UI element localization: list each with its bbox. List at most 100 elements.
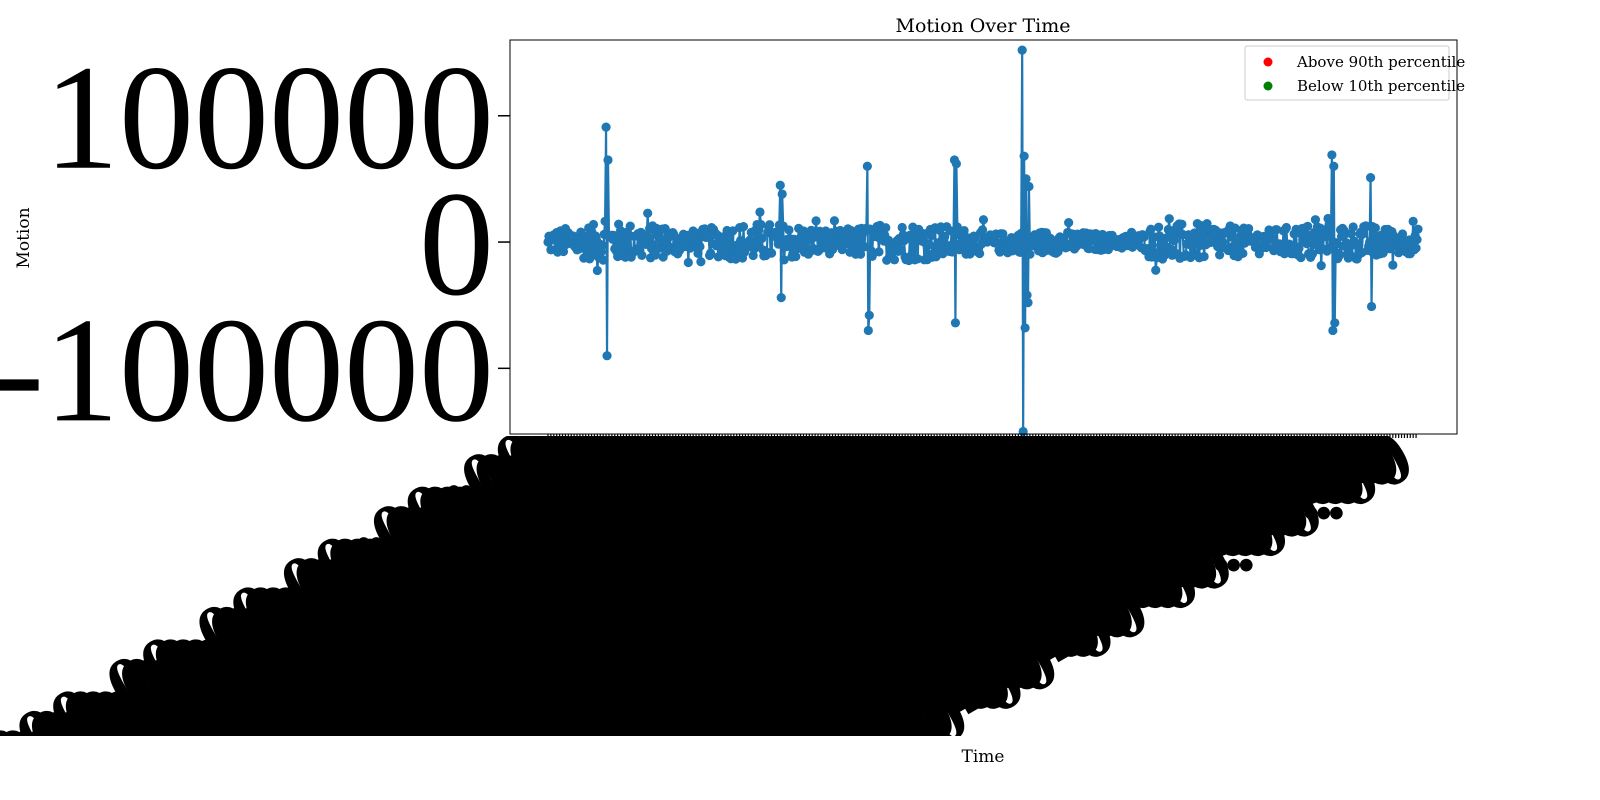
data-point xyxy=(1316,261,1326,271)
data-point xyxy=(1139,232,1149,242)
data-point xyxy=(1015,247,1025,258)
data-point xyxy=(1324,219,1334,230)
data-point xyxy=(745,235,755,245)
data-point xyxy=(1348,222,1358,232)
data-point xyxy=(643,208,653,218)
data-point xyxy=(1016,228,1026,238)
data-point xyxy=(1032,235,1042,245)
data-point xyxy=(959,225,969,236)
data-point xyxy=(940,231,950,242)
legend-label-below: Below 10th percentile xyxy=(1297,77,1465,95)
data-point xyxy=(592,265,602,276)
data-point xyxy=(1064,218,1074,228)
data-point xyxy=(1330,318,1340,328)
data-point xyxy=(913,254,923,264)
data-point xyxy=(695,241,705,252)
data-point xyxy=(1281,222,1291,233)
data-point xyxy=(926,231,936,241)
data-point xyxy=(784,225,794,235)
data-point xyxy=(757,233,767,244)
data-point xyxy=(1155,231,1165,241)
data-point xyxy=(1378,248,1388,258)
legend-label-above: Above 90th percentile xyxy=(1296,53,1465,71)
data-point xyxy=(755,207,765,217)
legend-box xyxy=(1244,45,1450,101)
data-point xyxy=(864,310,874,320)
data-point xyxy=(650,250,661,260)
data-point xyxy=(1199,251,1209,262)
data-point xyxy=(970,233,980,243)
data-point xyxy=(775,180,785,190)
legend-marker-below xyxy=(1263,81,1273,91)
data-point xyxy=(1413,224,1423,234)
data-point xyxy=(1024,181,1034,192)
data-point xyxy=(1365,173,1376,183)
data-point xyxy=(1188,240,1199,250)
data-point xyxy=(1154,222,1164,232)
data-point xyxy=(1017,45,1027,55)
data-point xyxy=(1022,290,1032,300)
data-point xyxy=(600,216,610,226)
data-point xyxy=(977,225,988,235)
y-axis-label: Motion xyxy=(14,207,34,268)
data-point xyxy=(1146,224,1156,234)
data-point xyxy=(598,255,608,265)
data-point xyxy=(874,247,884,257)
data-point xyxy=(889,255,900,265)
data-point xyxy=(1388,260,1398,270)
y-tick-label: -100000 xyxy=(0,287,494,453)
data-point xyxy=(811,216,821,226)
data-point xyxy=(859,242,870,252)
data-point xyxy=(1238,248,1248,259)
data-point xyxy=(978,215,989,225)
data-point xyxy=(827,245,838,255)
x-axis-label: Time xyxy=(962,747,1005,767)
data-point xyxy=(1215,250,1225,260)
data-point xyxy=(1329,161,1339,171)
data-point xyxy=(1302,239,1312,249)
chart-title: Motion Over Time xyxy=(895,15,1070,37)
data-point xyxy=(1230,223,1240,233)
data-point xyxy=(1412,235,1422,245)
data-point xyxy=(602,351,612,361)
data-point xyxy=(1169,235,1179,246)
data-point xyxy=(1019,151,1029,161)
x-axis-ticks xyxy=(547,434,1417,438)
data-point xyxy=(637,250,647,261)
data-point xyxy=(1397,229,1408,239)
data-point xyxy=(950,318,961,328)
data-point xyxy=(683,257,693,268)
data-point xyxy=(1267,234,1277,244)
data-point xyxy=(1021,174,1031,184)
data-point xyxy=(696,257,706,267)
data-point xyxy=(1025,249,1035,259)
data-point xyxy=(1177,219,1187,229)
data-point xyxy=(766,248,777,258)
data-point xyxy=(951,159,961,169)
data-point xyxy=(603,155,613,165)
data-point xyxy=(1321,231,1331,241)
data-point xyxy=(1310,215,1321,225)
y-tick-label: 100000 xyxy=(44,35,494,201)
data-point xyxy=(777,189,787,199)
data-point xyxy=(756,219,766,230)
data-point xyxy=(863,325,873,336)
data-point xyxy=(1328,325,1338,336)
data-point xyxy=(924,239,934,250)
data-point xyxy=(1018,426,1028,437)
data-point xyxy=(896,245,906,255)
data-point xyxy=(1307,249,1318,259)
data-point xyxy=(1353,241,1363,251)
data-point xyxy=(705,248,716,258)
data-point xyxy=(862,161,872,171)
data-point xyxy=(588,219,599,230)
data-point xyxy=(1303,221,1313,231)
data-point xyxy=(1023,298,1033,308)
data-point xyxy=(1335,250,1345,260)
data-point xyxy=(1097,229,1108,240)
legend: Above 90th percentile Below 10th percent… xyxy=(1244,45,1465,101)
data-point xyxy=(1244,223,1254,234)
data-point xyxy=(738,222,749,232)
data-point xyxy=(1411,243,1421,253)
